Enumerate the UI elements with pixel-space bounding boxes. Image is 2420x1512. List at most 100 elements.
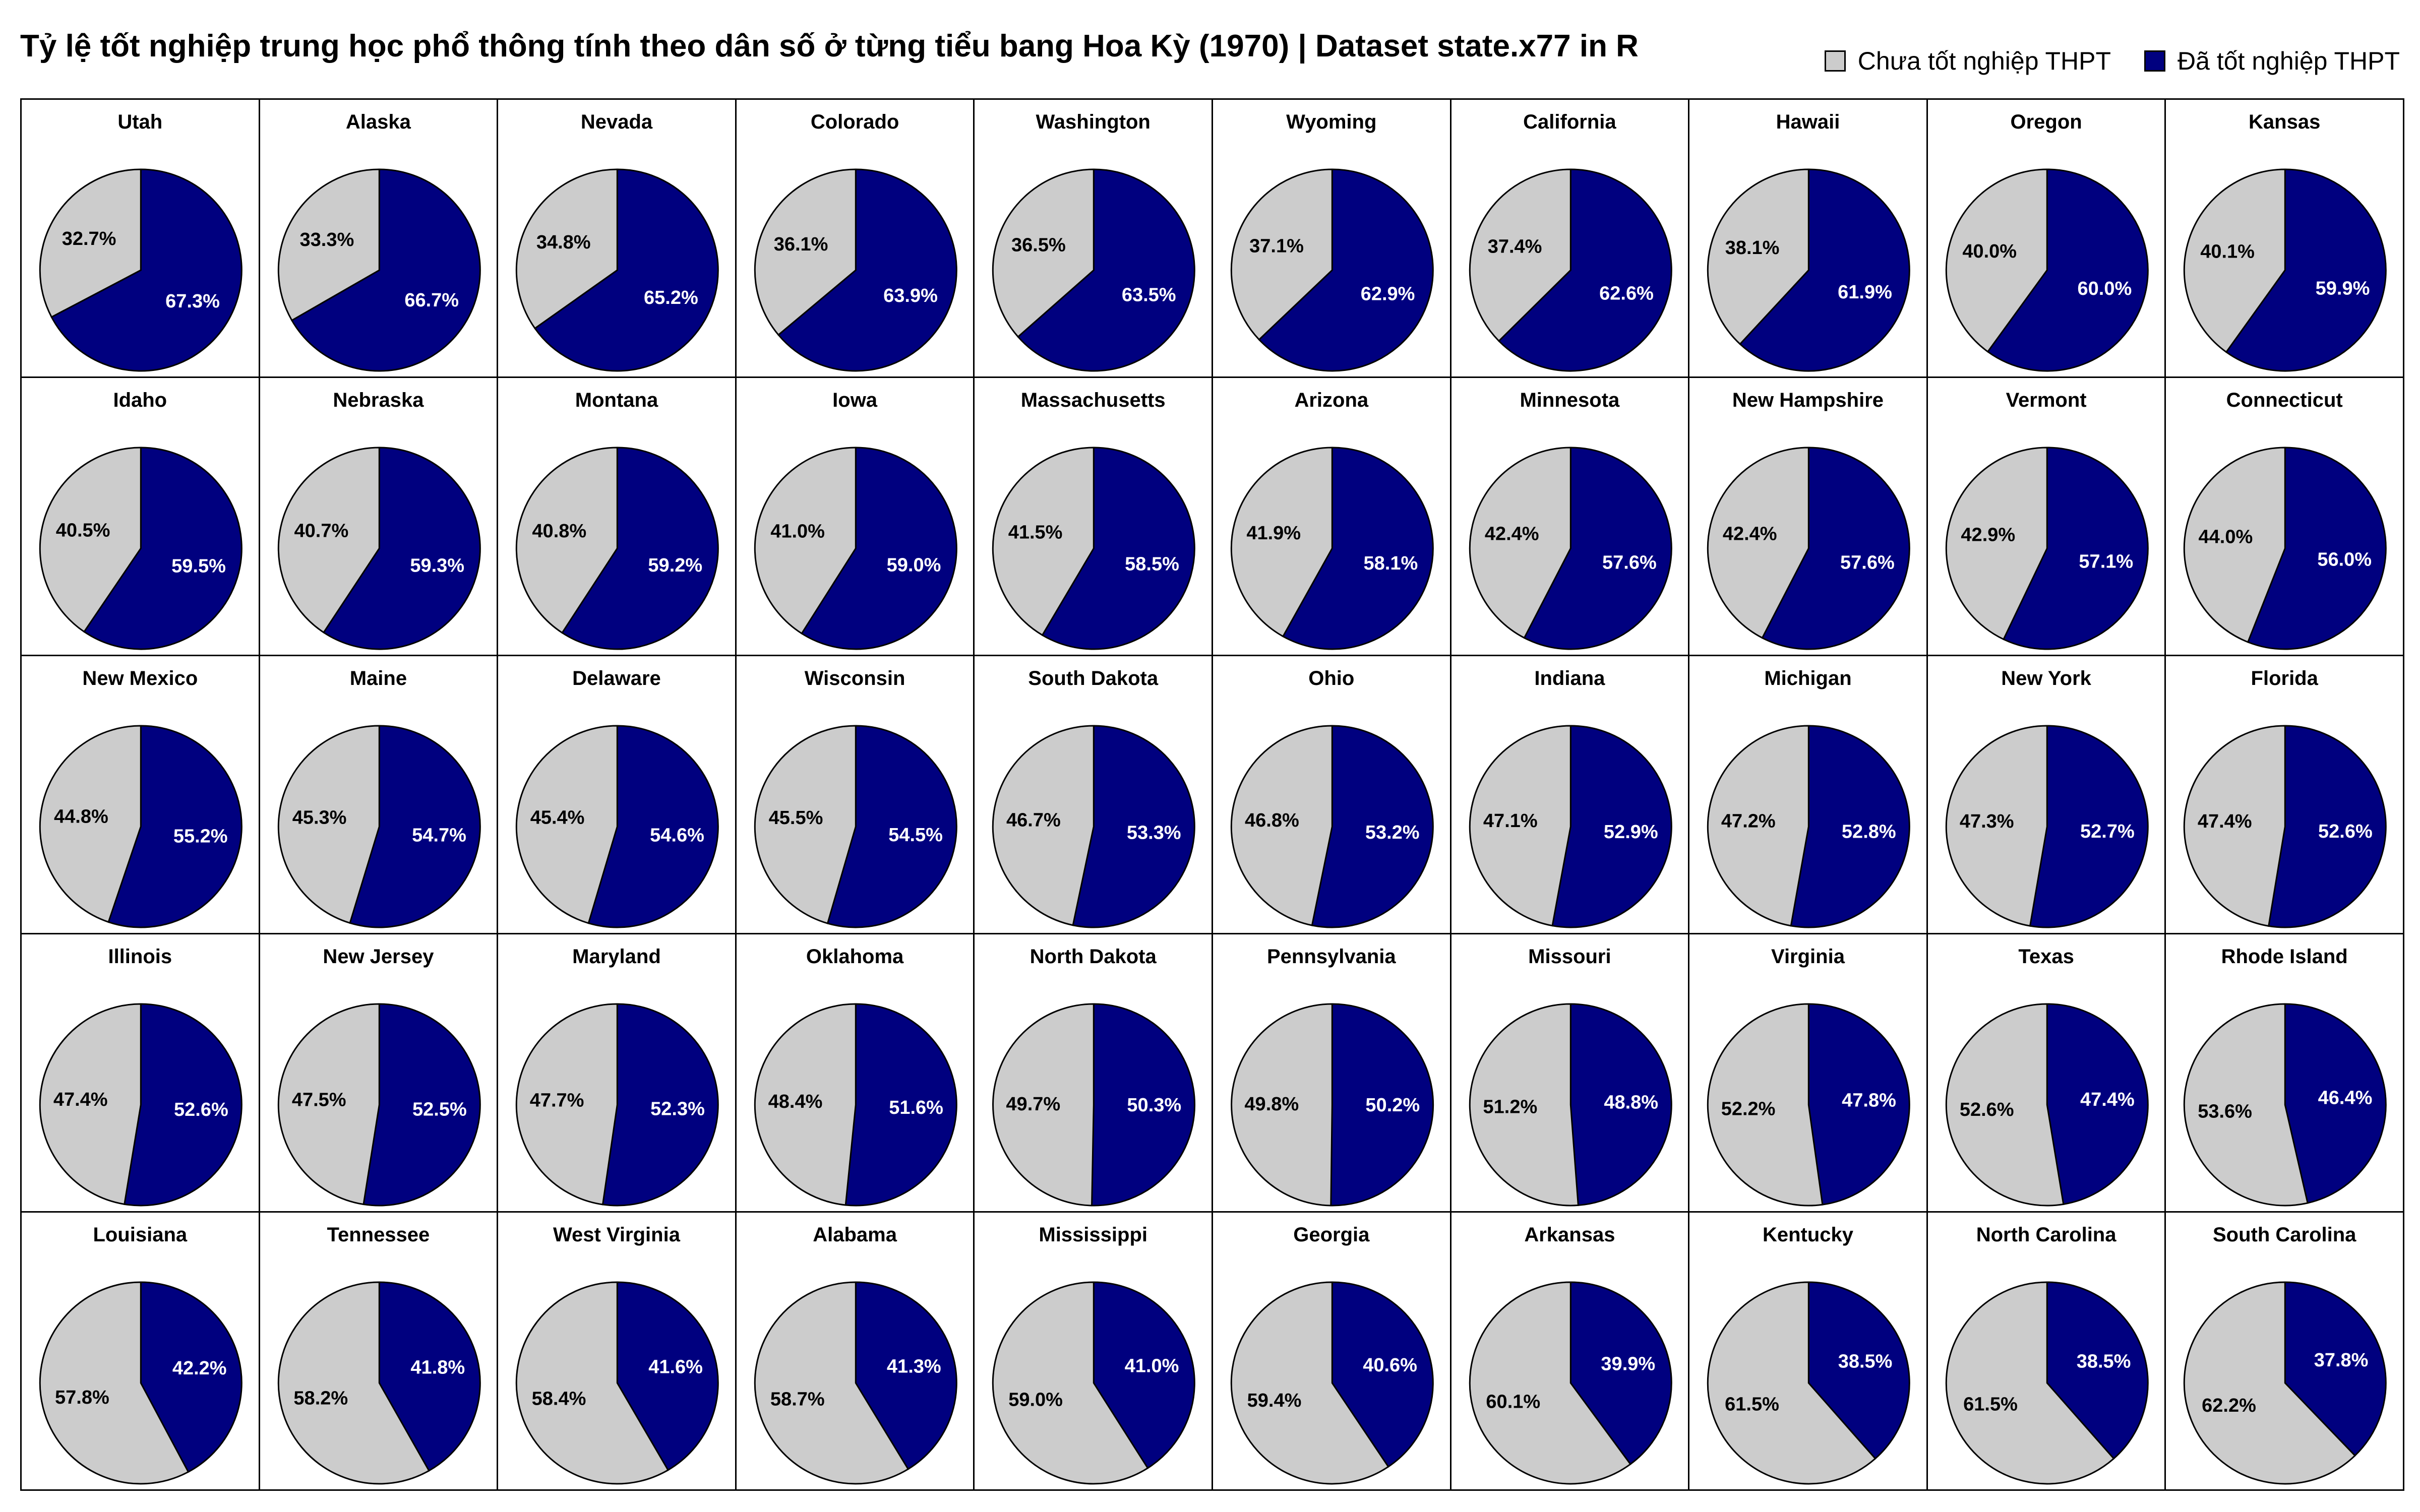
- pie-slice-not-graduated: [2184, 447, 2286, 643]
- pie-slice-graduated: [1551, 725, 1672, 928]
- facet-montana: Montana 59.2% 40.8%: [497, 376, 737, 656]
- pct-label-not-graduated: 38.1%: [1725, 237, 1780, 259]
- facet-title: Kentucky: [1762, 1224, 1854, 1246]
- pct-label-not-graduated: 45.3%: [292, 807, 346, 828]
- pie-slice-graduated: [800, 447, 957, 650]
- pct-label-not-graduated: 48.4%: [768, 1091, 822, 1112]
- facet-mississippi: Mississippi 41.0% 59.0%: [973, 1211, 1213, 1491]
- pie-slice-not-graduated: [1469, 168, 1571, 342]
- pct-label-not-graduated: 52.6%: [1960, 1099, 2014, 1120]
- pie-slice-graduated: [855, 1281, 957, 1470]
- pie-slice-not-graduated: [515, 1003, 618, 1206]
- pie-slice-not-graduated: [1707, 168, 1809, 345]
- facet-title: New Jersey: [323, 946, 434, 968]
- facet-title: Illinois: [108, 946, 172, 968]
- facet-wyoming: Wyoming 62.9% 37.1%: [1212, 98, 1451, 378]
- pct-label-graduated: 66.7%: [404, 290, 459, 311]
- pie-chart-tennessee: 41.8% 58.2%: [277, 1281, 481, 1485]
- facet-arkansas: Arkansas 39.9% 60.1%: [1449, 1211, 1690, 1491]
- pie-slice-graduated: [777, 168, 957, 372]
- facet-connecticut: Connecticut 56.0% 44.0%: [2164, 376, 2404, 656]
- pie-slice-not-graduated: [754, 168, 857, 336]
- pct-label-graduated: 55.2%: [173, 826, 228, 847]
- pie-slice-not-graduated: [277, 725, 380, 924]
- legend-label-not-graduated: Chưa tốt nghiệp THPT: [1857, 47, 2111, 75]
- pie-chart-wisconsin: 54.5% 45.5%: [754, 725, 957, 928]
- pct-label-graduated: 54.5%: [888, 825, 943, 846]
- facet-title: Missouri: [1528, 946, 1611, 968]
- pie-chart-ohio: 53.2% 46.8%: [1230, 725, 1434, 928]
- pie-chart-minnesota: 57.6% 42.4%: [1469, 447, 1672, 650]
- pie-chart-michigan: 52.8% 47.2%: [1707, 725, 1911, 928]
- pie-slice-graduated: [1807, 1003, 1910, 1206]
- pct-label-graduated: 42.2%: [172, 1358, 227, 1379]
- pct-label-not-graduated: 49.7%: [1006, 1094, 1061, 1115]
- facet-title: Indiana: [1534, 667, 1605, 689]
- pie-chart-pennsylvania: 50.2% 49.8%: [1231, 1003, 1434, 1207]
- pie-slice-not-graduated: [1469, 1003, 1579, 1207]
- pie-slice-graduated: [1761, 447, 1910, 650]
- pie-slice-graduated: [1497, 168, 1672, 372]
- pct-label-not-graduated: 47.1%: [1483, 810, 1538, 832]
- pct-label-graduated: 63.5%: [1122, 284, 1176, 305]
- facet-title: South Dakota: [1028, 667, 1159, 689]
- pct-label-not-graduated: 41.0%: [770, 521, 825, 542]
- pie-slice-not-graduated: [754, 447, 857, 635]
- pct-label-graduated: 38.5%: [1838, 1351, 1893, 1372]
- facet-title: Texas: [2018, 946, 2074, 968]
- facet-oregon: Oregon 60.0% 40.0%: [1926, 98, 2166, 378]
- pie-slice-not-graduated: [1231, 1003, 1333, 1207]
- pct-label-graduated: 38.5%: [2077, 1351, 2131, 1372]
- pie-chart-north-dakota: 50.3% 49.7%: [992, 1003, 1196, 1207]
- facet-kansas: Kansas 59.9% 40.1%: [2164, 98, 2404, 378]
- pct-label-graduated: 39.9%: [1601, 1354, 1655, 1375]
- pie-slice-not-graduated: [277, 1003, 380, 1206]
- pct-label-graduated: 58.1%: [1364, 553, 1418, 574]
- pie-slice-not-graduated: [2184, 725, 2286, 927]
- facet-title: Kansas: [2249, 111, 2321, 133]
- pie-slice-graduated: [1091, 1003, 1196, 1207]
- facet-title: Nevada: [580, 111, 653, 133]
- pct-label-graduated: 59.0%: [886, 555, 941, 576]
- pie-chart-vermont: 57.1% 42.9%: [1945, 447, 2149, 650]
- facet-title: Florida: [2251, 667, 2318, 689]
- pie-chart-arizona: 58.1% 41.9%: [1230, 447, 1434, 650]
- pie-slice-graduated: [83, 447, 243, 650]
- facet-new-jersey: New Jersey 52.5% 47.5%: [258, 933, 499, 1213]
- pct-label-graduated: 52.5%: [412, 1099, 467, 1120]
- facet-north-dakota: North Dakota 50.3% 49.7%: [973, 933, 1213, 1213]
- pie-slice-not-graduated: [515, 447, 618, 634]
- pct-label-not-graduated: 61.5%: [1725, 1394, 1779, 1415]
- pie-chart-new-mexico: 55.2% 44.8%: [39, 725, 243, 928]
- facet-title: Maine: [349, 667, 407, 689]
- pct-label-not-graduated: 36.1%: [774, 234, 828, 255]
- pie-slice-not-graduated: [2184, 1003, 2309, 1207]
- pie-chart-texas: 47.4% 52.6%: [1945, 1003, 2149, 1207]
- pie-chart-alabama: 41.3% 58.7%: [754, 1281, 957, 1485]
- chart-title: Tỷ lệ tốt nghiệp trung học phổ thông tín…: [20, 29, 1639, 64]
- pie-slice-graduated: [1330, 1003, 1434, 1207]
- pie-chart-south-carolina: 37.8% 62.2%: [2184, 1281, 2387, 1485]
- pct-label-graduated: 62.6%: [1599, 283, 1654, 304]
- pie-slice-graduated: [107, 725, 243, 928]
- legend: Chưa tốt nghiệp THPT Đã tốt nghiệp THPT: [1791, 46, 2400, 76]
- pct-label-not-graduated: 41.5%: [1008, 522, 1063, 543]
- pie-chart-kansas: 59.9% 40.1%: [2184, 168, 2387, 372]
- pct-label-graduated: 52.6%: [2318, 821, 2373, 842]
- facet-title: Michigan: [1764, 667, 1852, 689]
- pct-label-not-graduated: 58.2%: [293, 1388, 348, 1409]
- pie-chart-massachusetts: 58.5% 41.5%: [992, 447, 1196, 650]
- pct-label-not-graduated: 46.7%: [1006, 810, 1061, 831]
- pct-label-graduated: 46.4%: [2318, 1088, 2373, 1109]
- pie-slice-not-graduated: [754, 725, 857, 924]
- pie-chart-arkansas: 39.9% 60.1%: [1469, 1281, 1672, 1485]
- pct-label-not-graduated: 59.0%: [1009, 1390, 1063, 1411]
- pie-slice-graduated: [1739, 168, 1910, 372]
- pct-label-graduated: 62.9%: [1361, 283, 1415, 304]
- pie-slice-graduated: [50, 168, 243, 372]
- pie-slice-graduated: [826, 725, 957, 928]
- pct-label-not-graduated: 60.1%: [1486, 1391, 1540, 1412]
- pct-label-not-graduated: 62.2%: [2202, 1395, 2257, 1416]
- facet-title: Idaho: [113, 389, 167, 411]
- facet-florida: Florida 52.6% 47.4%: [2164, 655, 2404, 934]
